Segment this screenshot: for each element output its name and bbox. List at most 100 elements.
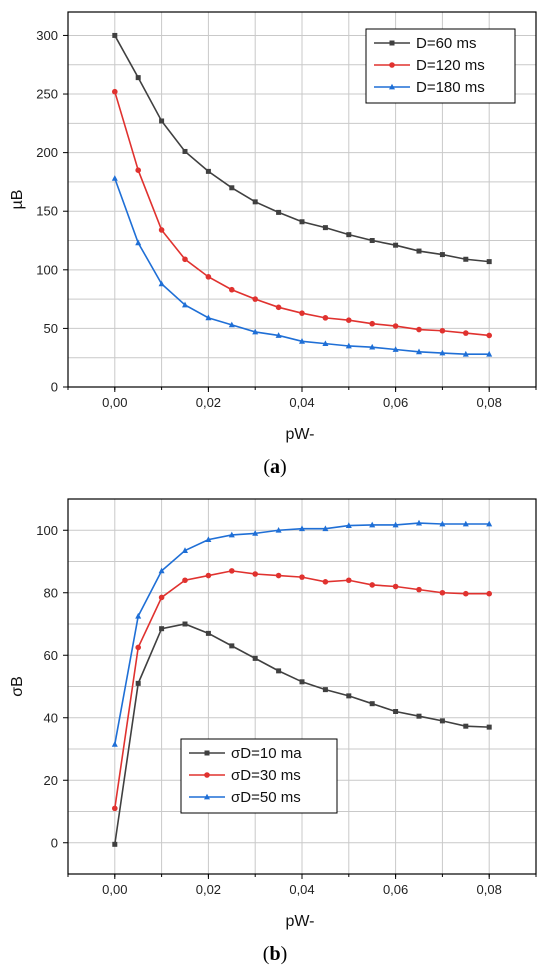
x-tick-label: 0,00	[102, 882, 127, 897]
caption-b: (b)	[262, 943, 288, 965]
x-tick-label: 0,06	[383, 882, 408, 897]
data-point	[369, 582, 376, 588]
data-point	[275, 526, 282, 533]
data-point	[369, 320, 376, 327]
x-tick-label: 0,04	[289, 395, 314, 410]
legend-label: σD=10 ma	[231, 745, 302, 762]
data-point	[276, 209, 282, 215]
chart-a-svg: 0,00 0,02 0,04 0,06 0,08 0 50 100 150 200 250 300 pW…	[9, 11, 537, 443]
chart-panel-b: 0,00 0,02 0,04 0,06 0,08 0 20 40 60 80 100 pW-σB σD=…	[0, 488, 550, 976]
data-point	[439, 327, 446, 334]
data-point	[416, 519, 422, 526]
data-point	[135, 167, 141, 174]
data-point	[322, 579, 329, 585]
data-point	[158, 227, 165, 233]
data-point	[463, 256, 469, 262]
y-tick-label: 150	[36, 204, 58, 219]
data-point	[486, 259, 492, 265]
y-tick-label: 300	[36, 28, 58, 43]
axes: 0,00 0,02 0,04 0,06 0,08 0 50 100 150 200 250 300	[36, 28, 537, 410]
data-point	[439, 718, 445, 724]
data-point	[486, 724, 492, 730]
data-point	[228, 531, 235, 538]
legend-label: σD=30 ms	[231, 767, 301, 784]
data-point	[252, 296, 258, 302]
caption-b-letter: b	[269, 943, 281, 965]
x-tick-label: 0,00	[102, 395, 127, 410]
series-2	[112, 568, 493, 812]
x-axis-title: pW-	[285, 913, 314, 930]
data-point	[299, 219, 305, 225]
x-tick-label: 0,04	[289, 882, 314, 897]
data-point	[182, 301, 188, 308]
data-point	[205, 314, 212, 321]
series-3	[111, 175, 493, 357]
data-point	[486, 590, 493, 597]
legend-marker	[204, 772, 210, 778]
data-point	[205, 572, 212, 579]
legend-marker	[389, 62, 395, 68]
y-axis-title: µB	[9, 190, 26, 210]
data-point	[111, 175, 118, 181]
data-point	[369, 238, 375, 244]
data-point	[275, 332, 282, 338]
data-point	[112, 841, 118, 847]
data-point	[229, 643, 235, 649]
data-point	[205, 536, 212, 543]
x-tick-label: 0,02	[196, 395, 221, 410]
data-point	[252, 571, 258, 577]
y-tick-label: 40	[44, 710, 58, 725]
data-point	[392, 583, 399, 590]
data-point	[159, 626, 165, 632]
y-tick-label: 0	[51, 380, 58, 395]
data-point	[416, 586, 422, 593]
series-1	[112, 32, 492, 265]
data-point	[182, 547, 188, 553]
data-point	[462, 350, 469, 357]
data-point	[111, 741, 118, 747]
data-point	[182, 577, 188, 584]
data-point	[182, 621, 188, 627]
data-point	[229, 568, 235, 574]
y-tick-label: 50	[44, 321, 58, 336]
data-point	[486, 350, 493, 357]
y-tick-label: 100	[36, 523, 58, 538]
data-point	[299, 525, 305, 532]
data-point	[182, 148, 188, 154]
data-point	[182, 256, 188, 263]
y-tick-label: 250	[36, 87, 58, 102]
caption-a: (a)	[263, 456, 287, 478]
data-point	[252, 655, 258, 661]
data-point	[346, 693, 352, 699]
data-point	[135, 75, 141, 81]
legend-label: D=180 ms	[416, 79, 485, 96]
data-point	[463, 723, 469, 729]
data-point	[346, 577, 352, 584]
legend-marker	[204, 793, 210, 800]
data-point	[275, 572, 282, 579]
data-point	[486, 332, 493, 339]
legend-marker	[389, 83, 395, 90]
data-point	[416, 713, 422, 719]
legend-label: σD=50 ms	[231, 789, 301, 806]
data-point	[392, 323, 399, 329]
data-point	[345, 342, 352, 349]
data-point	[345, 522, 352, 528]
data-point	[462, 520, 469, 527]
chart-panel-a: 0,00 0,02 0,04 0,06 0,08 0 50 100 150 200 250 300 pW…	[9, 11, 537, 478]
data-point	[112, 805, 118, 812]
data-point	[135, 612, 142, 619]
legend-label: D=120 ms	[416, 57, 485, 74]
data-point	[322, 525, 329, 532]
data-point	[229, 185, 235, 191]
data-point	[393, 709, 399, 714]
axes: 0,00 0,02 0,04 0,06 0,08 0 20 40 60 80 100	[36, 523, 537, 897]
data-point	[322, 340, 329, 347]
data-point	[439, 252, 445, 258]
data-point	[112, 32, 118, 38]
data-point	[392, 346, 399, 352]
data-point	[299, 679, 305, 685]
data-point	[369, 701, 375, 707]
data-point	[299, 337, 305, 344]
data-point	[228, 321, 235, 328]
